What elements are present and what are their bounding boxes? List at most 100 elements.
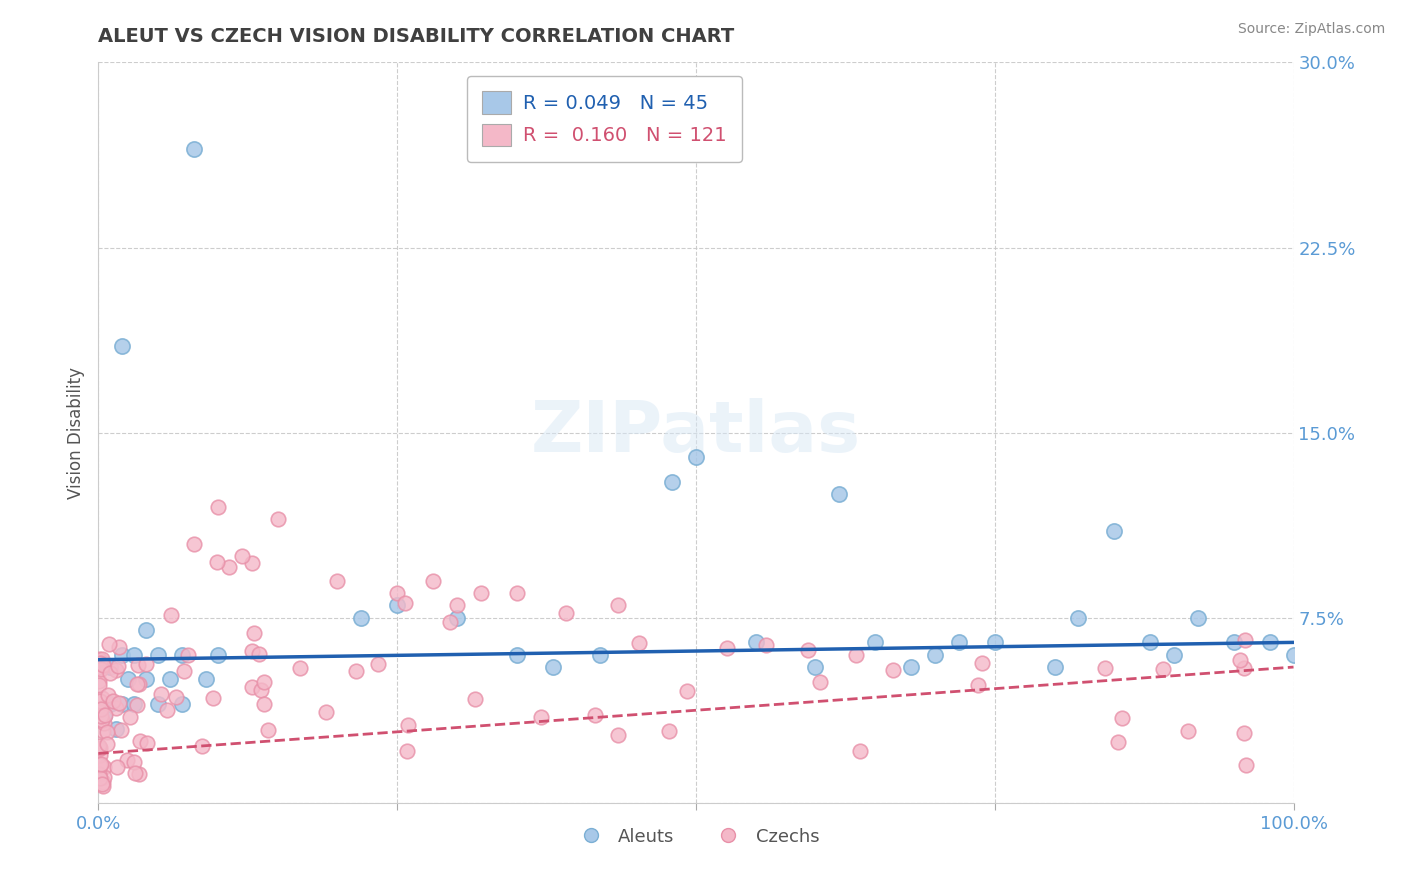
Point <box>966 677 988 691</box>
Point <box>173 664 195 678</box>
Point <box>122 755 145 769</box>
Point <box>111 339 134 353</box>
Point <box>89 656 111 670</box>
Point <box>1043 660 1066 674</box>
Point <box>156 703 179 717</box>
Point <box>685 450 707 465</box>
Point <box>90 713 112 727</box>
Point <box>89 758 111 772</box>
Point <box>93 709 115 723</box>
Text: ALEUT VS CZECH VISION DISABILITY CORRELATION CHART: ALEUT VS CZECH VISION DISABILITY CORRELA… <box>98 27 735 45</box>
Point <box>90 662 112 676</box>
Point <box>288 661 311 675</box>
Point <box>93 760 115 774</box>
Point <box>1233 660 1256 674</box>
Point <box>89 772 111 786</box>
Point <box>172 697 194 711</box>
Point <box>124 648 146 662</box>
Point <box>253 697 276 711</box>
Point <box>924 648 946 662</box>
Text: ZIPatlas: ZIPatlas <box>531 398 860 467</box>
Point <box>344 665 367 679</box>
Point <box>128 676 150 690</box>
Point <box>91 655 114 669</box>
Point <box>191 739 214 754</box>
Point <box>207 500 229 514</box>
Point <box>90 709 112 723</box>
Point <box>183 142 205 156</box>
Point <box>395 744 418 758</box>
Point <box>396 718 419 732</box>
Point <box>117 673 139 687</box>
Point <box>165 690 187 705</box>
Point <box>148 648 170 662</box>
Point <box>865 635 887 649</box>
Point <box>257 723 280 737</box>
Y-axis label: Vision Disability: Vision Disability <box>66 367 84 499</box>
Point <box>159 607 181 622</box>
Point <box>183 536 205 550</box>
Point <box>87 739 110 754</box>
Point <box>252 674 274 689</box>
Point <box>849 744 872 758</box>
Point <box>1177 723 1199 738</box>
Point <box>530 710 553 724</box>
Point <box>107 659 129 673</box>
Point <box>1234 758 1257 772</box>
Point <box>367 657 389 672</box>
Point <box>136 736 159 750</box>
Point <box>89 673 111 688</box>
Point <box>541 660 564 674</box>
Point <box>111 648 134 662</box>
Point <box>105 701 128 715</box>
Point <box>111 697 134 711</box>
Point <box>90 756 112 771</box>
Point <box>589 648 612 662</box>
Point <box>127 658 149 673</box>
Point <box>93 707 115 722</box>
Point <box>124 766 146 780</box>
Point <box>315 705 337 719</box>
Point <box>439 615 461 630</box>
Point <box>110 723 132 737</box>
Point <box>1152 662 1174 676</box>
Point <box>125 677 148 691</box>
Point <box>350 610 373 624</box>
Point <box>89 693 111 707</box>
Point <box>124 697 146 711</box>
Point <box>470 586 492 600</box>
Point <box>115 753 138 767</box>
Point <box>96 737 118 751</box>
Point <box>231 549 253 563</box>
Point <box>128 767 150 781</box>
Point <box>89 748 111 763</box>
Point <box>135 673 157 687</box>
Point <box>607 598 630 612</box>
Point <box>385 599 409 613</box>
Point <box>1111 710 1133 724</box>
Point <box>804 660 827 674</box>
Point <box>177 648 200 663</box>
Point <box>202 691 225 706</box>
Point <box>267 512 290 526</box>
Point <box>900 660 922 674</box>
Point <box>1104 524 1126 539</box>
Point <box>195 673 218 687</box>
Point <box>808 674 831 689</box>
Point <box>661 475 683 489</box>
Point <box>1223 635 1246 649</box>
Point <box>205 555 228 569</box>
Point <box>218 560 240 574</box>
Point <box>96 688 118 702</box>
Point <box>385 586 409 600</box>
Point <box>89 678 111 692</box>
Point <box>628 635 651 649</box>
Point <box>91 777 114 791</box>
Point <box>98 665 121 680</box>
Point <box>1163 648 1185 662</box>
Point <box>506 648 529 662</box>
Point <box>91 690 114 705</box>
Point <box>948 635 970 649</box>
Point <box>606 728 628 742</box>
Point <box>1139 635 1161 649</box>
